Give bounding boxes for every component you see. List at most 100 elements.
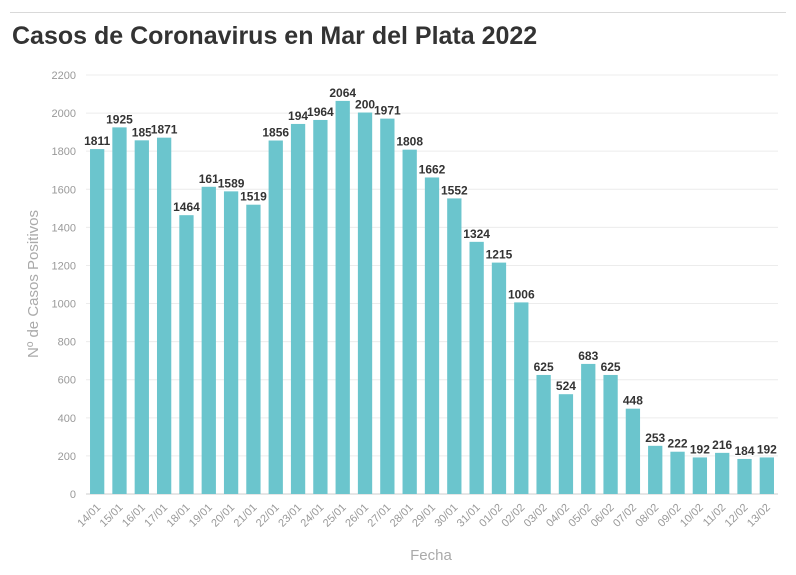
bar	[223, 191, 239, 494]
bar-value-label: 194	[288, 109, 308, 123]
bar-value-label: 524	[556, 379, 576, 393]
x-tick-label: 03/02	[522, 502, 550, 530]
bar	[692, 457, 708, 494]
bar	[246, 204, 261, 495]
x-tick-label: 11/02	[701, 502, 728, 529]
bar-value-label: 192	[757, 442, 777, 456]
x-tick-label: 22/01	[254, 502, 282, 530]
bar-value-label: 448	[623, 394, 643, 408]
bar-value-label: 253	[645, 431, 665, 445]
bar-value-label: 625	[601, 360, 621, 374]
x-tick-label: 01/02	[477, 502, 505, 530]
bar	[201, 186, 216, 494]
chart-title: Casos de Coronavirus en Mar del Plata 20…	[12, 22, 538, 50]
x-tick-label: 15/01	[98, 502, 126, 530]
bar	[313, 119, 328, 495]
bar	[156, 137, 172, 494]
bar-value-label: 192	[690, 442, 710, 456]
x-tick-label: 09/02	[656, 502, 684, 530]
bar-value-label: 625	[534, 360, 554, 374]
bar	[469, 241, 484, 494]
bar-value-label: 683	[578, 349, 598, 363]
bar	[179, 215, 194, 494]
bar	[603, 374, 618, 494]
y-tick-label: 1800	[52, 146, 76, 158]
x-tick-label: 20/01	[209, 502, 237, 530]
x-tick-label: 13/02	[745, 502, 773, 530]
bar	[558, 394, 574, 494]
bar-value-label: 1808	[396, 135, 423, 149]
x-tick-label: 29/01	[410, 502, 438, 530]
bar	[670, 451, 685, 494]
bar	[715, 452, 730, 494]
bar-value-label: 1856	[262, 126, 289, 140]
bar	[491, 262, 507, 494]
x-axis-title: Fecha	[410, 547, 452, 564]
x-axis: 14/0115/0116/0117/0118/0119/0120/0121/01…	[75, 502, 773, 530]
x-tick-label: 28/01	[388, 502, 416, 530]
bar	[134, 140, 149, 494]
bar-value-label: 200	[355, 98, 375, 112]
bar-value-label: 1662	[419, 162, 446, 176]
y-tick-label: 1200	[52, 260, 76, 272]
bar	[625, 408, 641, 494]
y-axis: 0 200 400 600 800 1000 1200 1400 1600 1800 2000 220…	[52, 70, 76, 501]
bar	[581, 363, 596, 494]
bar	[447, 198, 462, 494]
x-tick-label: 10/02	[678, 502, 706, 530]
bar-value-label: 1215	[486, 248, 513, 262]
bar	[402, 149, 417, 494]
x-tick-label: 17/01	[142, 502, 170, 530]
y-tick-label: 1600	[52, 184, 76, 196]
bar-value-label: 161	[199, 172, 219, 186]
x-tick-label: 25/01	[321, 502, 349, 530]
x-tick-label: 12/02	[723, 502, 751, 530]
y-tick-label: 1400	[52, 222, 76, 234]
bar	[290, 123, 306, 495]
x-tick-label: 06/02	[589, 502, 617, 530]
x-tick-label: 08/02	[633, 502, 661, 530]
x-tick-label: 14/01	[75, 502, 103, 530]
x-tick-label: 27/01	[366, 502, 394, 530]
top-divider	[10, 12, 786, 13]
y-axis-title: Nº de Casos Positivos	[25, 210, 42, 358]
bar-value-label: 1324	[463, 227, 490, 241]
bar	[737, 458, 752, 494]
x-tick-label: 05/02	[566, 502, 594, 530]
bar	[424, 177, 440, 494]
y-tick-label: 1000	[52, 299, 76, 311]
y-tick-label: 2200	[52, 70, 76, 82]
bar-value-label: 2064	[329, 86, 356, 100]
bar-value-label: 216	[712, 438, 732, 452]
bar	[514, 302, 529, 494]
bar	[90, 149, 105, 494]
bar	[268, 140, 283, 494]
bar-value-label: 1006	[508, 287, 535, 301]
x-tick-label: 07/02	[611, 502, 639, 530]
y-tick-label: 0	[70, 489, 76, 501]
bar-value-label: 1552	[441, 183, 468, 197]
x-tick-label: 31/01	[455, 502, 483, 530]
bar-value-label: 185	[132, 125, 152, 139]
x-tick-label: 26/01	[343, 502, 371, 530]
x-tick-label: 23/01	[276, 502, 304, 530]
y-tick-label: 2000	[52, 108, 76, 120]
bar	[357, 112, 373, 495]
y-tick-label: 400	[58, 413, 76, 425]
x-tick-label: 04/02	[544, 502, 572, 530]
bar-value-label: 1871	[151, 123, 178, 137]
bar	[536, 374, 551, 494]
bar	[648, 445, 663, 494]
bars	[90, 100, 774, 495]
bar-value-label: 1925	[106, 112, 133, 126]
y-tick-label: 200	[58, 451, 76, 463]
bar-value-label: 1589	[218, 176, 245, 190]
bar	[335, 100, 350, 494]
y-tick-label: 800	[58, 337, 76, 349]
bar-value-label: 222	[668, 437, 688, 451]
x-tick-label: 02/02	[499, 502, 527, 530]
x-tick-label: 19/01	[187, 502, 215, 530]
gridlines	[86, 74, 778, 495]
